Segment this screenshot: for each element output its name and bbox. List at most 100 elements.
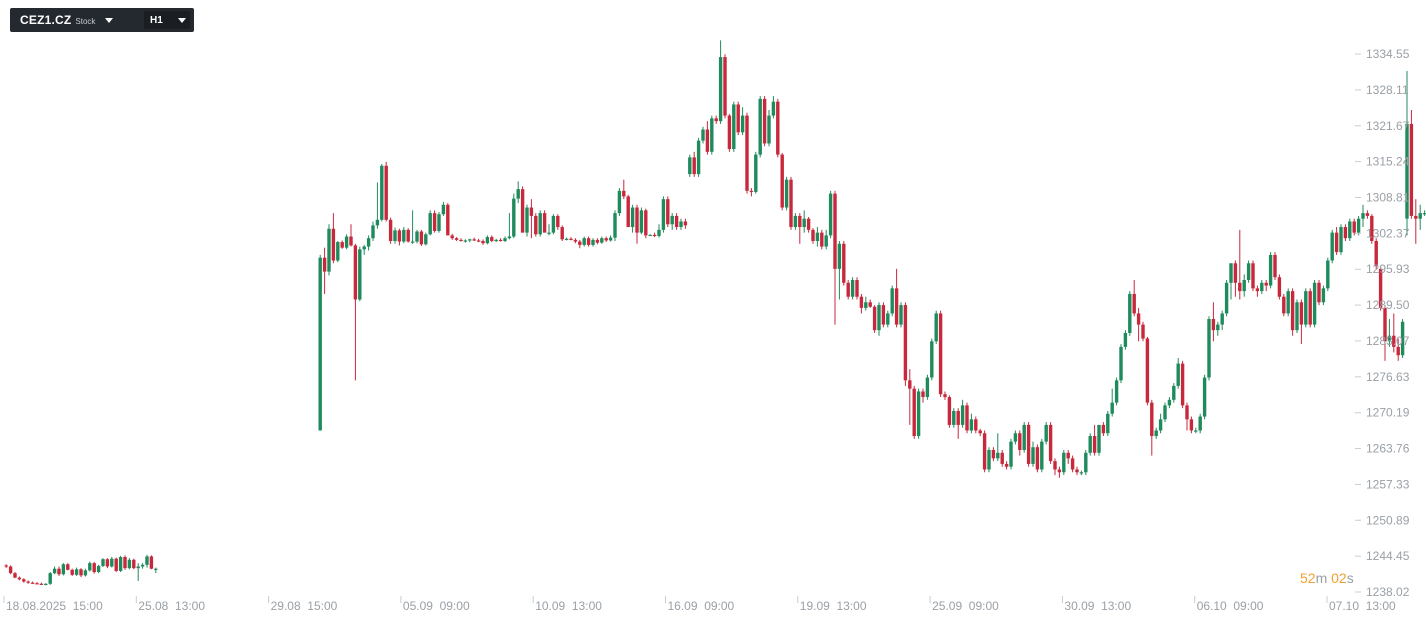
candle xyxy=(1154,427,1158,439)
candle-body xyxy=(468,239,472,241)
candle xyxy=(987,447,991,473)
candle xyxy=(1198,413,1202,434)
candle-body xyxy=(573,239,578,242)
candle xyxy=(331,213,336,264)
candle-body xyxy=(114,558,118,571)
candle-body xyxy=(881,305,886,325)
candle-body xyxy=(1158,419,1163,431)
candle xyxy=(1387,319,1392,347)
candle-body xyxy=(692,157,696,175)
candle-body xyxy=(1079,472,1084,474)
candle-body xyxy=(1374,240,1378,267)
candle xyxy=(1132,280,1136,317)
countdown-seconds: 02 xyxy=(1331,570,1347,586)
candle-body xyxy=(617,190,622,214)
candle xyxy=(1308,288,1312,328)
candle-body xyxy=(79,569,83,576)
candle xyxy=(982,430,987,473)
candle-body xyxy=(149,556,154,569)
candle xyxy=(692,151,696,177)
price-tick-label: 1295.93 xyxy=(1366,262,1410,276)
candle-body xyxy=(446,204,450,236)
candle-body xyxy=(1356,218,1361,233)
candle xyxy=(798,213,802,244)
candle-body xyxy=(754,154,758,192)
candle xyxy=(1053,458,1057,476)
candle-body xyxy=(1405,123,1409,219)
candle xyxy=(154,567,158,574)
candle xyxy=(551,214,556,235)
candle xyxy=(837,240,842,300)
candle xyxy=(476,238,481,243)
candle-body xyxy=(375,219,380,226)
candle xyxy=(969,413,974,434)
candle xyxy=(472,237,476,241)
candle xyxy=(943,391,947,400)
time-tick-label: 29.08 15:00 xyxy=(271,599,338,613)
candle xyxy=(586,236,591,247)
candle-body xyxy=(648,234,652,237)
candle xyxy=(454,237,459,241)
candle-body xyxy=(503,238,507,241)
candle xyxy=(1110,388,1114,417)
candle-body xyxy=(525,207,529,233)
candles-layer xyxy=(4,40,1426,586)
candle-body xyxy=(635,207,639,233)
candle xyxy=(17,576,22,581)
candle-body xyxy=(784,179,789,208)
candle-body xyxy=(859,296,864,308)
candle xyxy=(1334,227,1339,255)
time-tick-label: 07.10 13:00 xyxy=(1329,599,1396,613)
candle xyxy=(806,217,811,233)
timeframe-selector[interactable]: H1 xyxy=(144,11,190,29)
candle xyxy=(485,235,490,245)
candle-body xyxy=(1035,447,1040,470)
candle xyxy=(899,302,903,328)
candle xyxy=(1172,383,1176,403)
candle-body xyxy=(1233,263,1238,283)
candle xyxy=(542,210,547,233)
candle-body xyxy=(696,140,701,175)
candle xyxy=(1348,218,1352,241)
symbol-chevron-down-icon xyxy=(105,17,114,23)
price-tick-label: 1244.45 xyxy=(1366,549,1410,563)
candle-body xyxy=(965,405,969,431)
candle xyxy=(512,193,516,239)
candle-body xyxy=(1004,463,1009,467)
candle-body xyxy=(463,240,468,242)
candle xyxy=(595,238,600,245)
candle xyxy=(723,54,727,119)
time-tick-label: 25.08 13:00 xyxy=(138,599,205,613)
candle xyxy=(850,277,855,300)
price-tick-label: 1321.67 xyxy=(1366,119,1410,133)
candle-body xyxy=(1136,313,1141,325)
candle xyxy=(696,137,701,177)
candle-body xyxy=(974,419,978,431)
candle-body xyxy=(679,221,683,228)
time-tick-label: 05.09 09:00 xyxy=(403,599,470,613)
candle xyxy=(114,557,118,573)
candle-body xyxy=(1370,215,1374,241)
candle-body xyxy=(943,394,947,398)
symbol-selector[interactable]: CEZ1.CZ Stock xyxy=(10,8,114,32)
candle xyxy=(855,277,859,300)
candle xyxy=(666,196,670,228)
candle xyxy=(105,558,110,569)
candle-body xyxy=(780,154,784,208)
candle-body xyxy=(956,410,960,425)
candle-body xyxy=(1260,282,1264,292)
candle xyxy=(1286,288,1290,317)
candle-body xyxy=(507,236,512,239)
candle xyxy=(1207,316,1211,381)
candle xyxy=(1326,257,1330,292)
candle xyxy=(705,121,710,155)
candle-body xyxy=(1220,313,1224,325)
candle-body xyxy=(441,204,446,215)
price-tick-label: 1328.11 xyxy=(1366,83,1409,97)
candle-body xyxy=(1365,213,1370,216)
candle-body xyxy=(327,228,331,272)
candle-body xyxy=(1400,321,1405,356)
candle xyxy=(358,246,362,302)
candle xyxy=(136,563,140,581)
